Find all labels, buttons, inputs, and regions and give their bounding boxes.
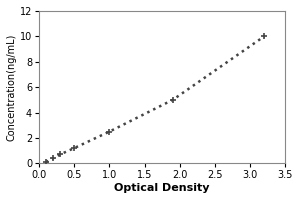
Y-axis label: Concentration(ng/mL): Concentration(ng/mL) bbox=[7, 33, 17, 141]
X-axis label: Optical Density: Optical Density bbox=[115, 183, 210, 193]
